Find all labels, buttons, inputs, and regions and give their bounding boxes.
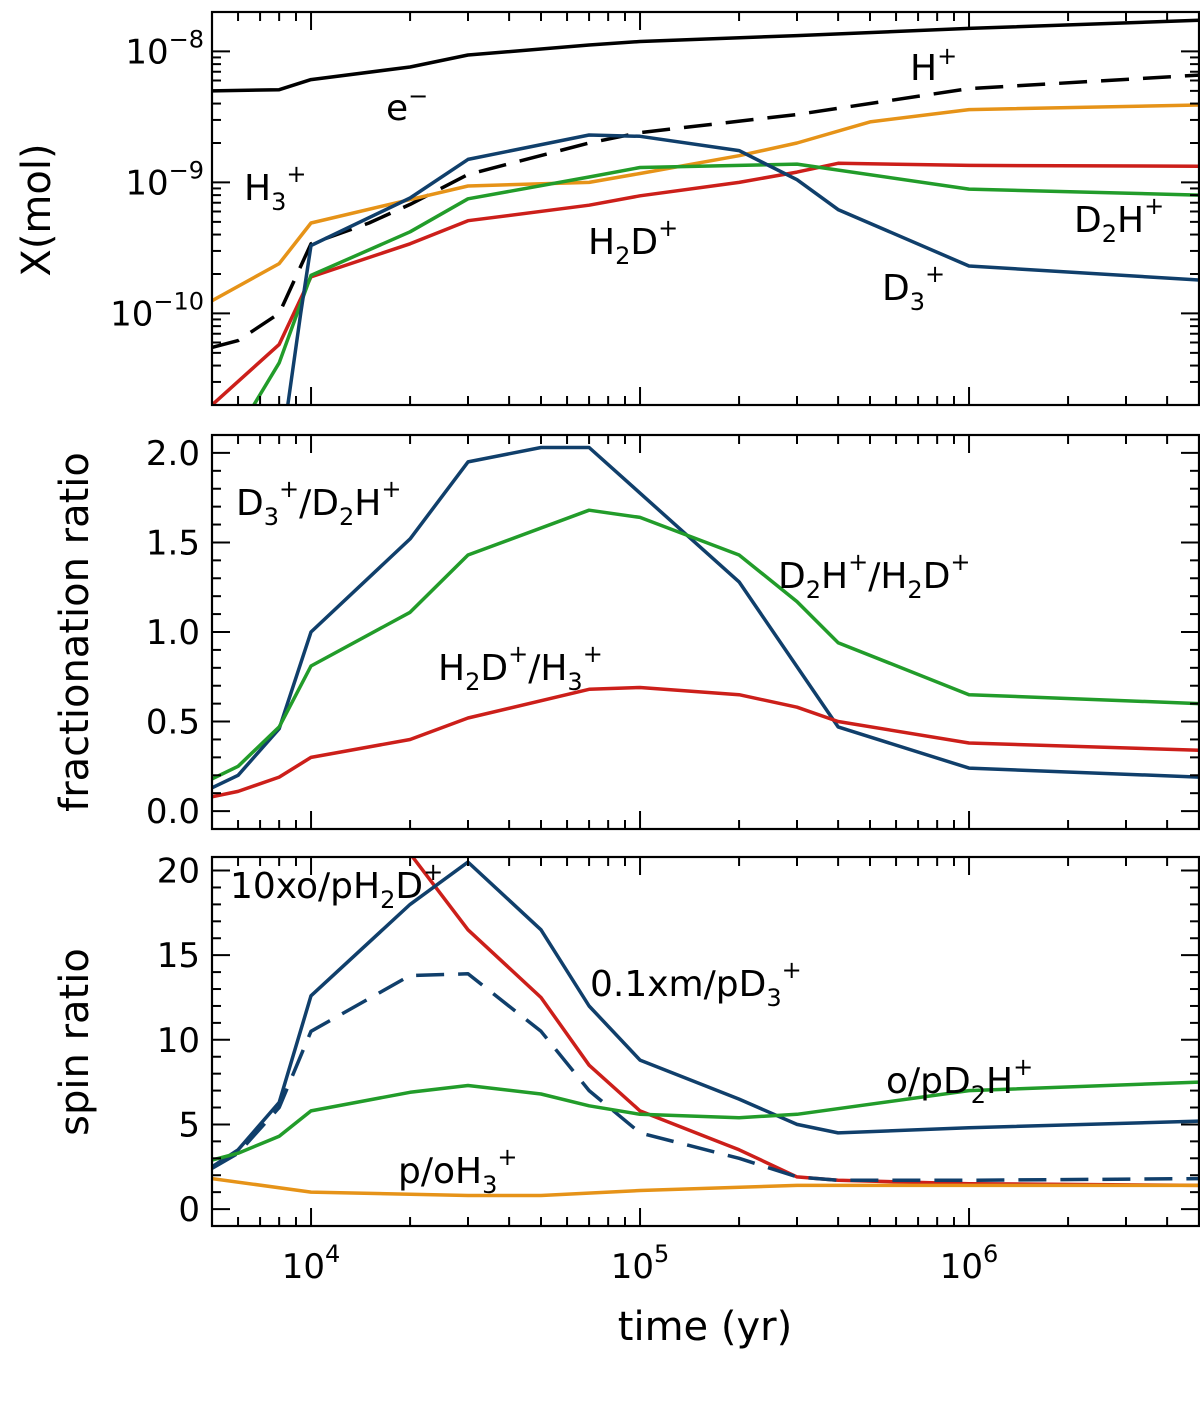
- middle-ytick-label-4: 2.0: [146, 434, 200, 474]
- annot-10xo-ph2d: 10xo/pH2D+: [230, 858, 443, 914]
- annot-01xm-pd3: 0.1xm/pD3+: [590, 956, 802, 1012]
- bottom-xtick-label-1: 105: [611, 1240, 670, 1287]
- annot-o-pd2h: o/pD2H+: [886, 1053, 1033, 1109]
- annot-p-oh3: p/oH3+: [398, 1143, 517, 1199]
- bottom-ytick-label-1: 5: [178, 1105, 200, 1145]
- bottom-frame: [210, 855, 1200, 1228]
- top-ytick-label-1: 10−9: [125, 156, 204, 203]
- annot-d2h-over-h2d: D2H+/H2D+: [778, 548, 971, 604]
- top-series-5: [286, 133, 1199, 405]
- bottom-ytick-label-4: 20: [157, 852, 200, 892]
- bottom-series-4: [212, 1176, 1199, 1198]
- panel-bottom: 0 5 10 15 20 104 105 106: [157, 852, 1200, 1287]
- ylabel-middle: fractionation ratio: [52, 452, 98, 812]
- middle-ytick-label-3: 1.5: [146, 523, 200, 563]
- middle-ytick-label-0: 0.0: [146, 792, 200, 832]
- middle-series-group: [212, 445, 1199, 799]
- ylabel-bottom: spin ratio: [52, 948, 98, 1136]
- annot-h3-plus: H3+: [244, 160, 306, 216]
- annot-h2d-over-h3: H2D+/H3+: [438, 640, 603, 696]
- bottom-series-1: [212, 860, 1199, 1169]
- annot-h-plus: H+: [910, 42, 957, 89]
- top-series-2: [212, 103, 1199, 303]
- top-series-4: [252, 162, 1199, 405]
- bottom-ytick-label-0: 0: [178, 1190, 200, 1230]
- annot-d2h-plus: D2H+: [1074, 192, 1164, 248]
- ylabel-top: X(mol): [14, 143, 60, 276]
- top-series-0: [212, 18, 1199, 93]
- top-ytick-label-2: 10−8: [125, 25, 204, 72]
- bottom-series-group: [212, 857, 1199, 1198]
- bottom-series-3: [212, 1080, 1199, 1162]
- middle-ytick-label-2: 1.0: [146, 613, 200, 653]
- annot-e-minus: e−: [386, 82, 428, 129]
- top-ytick-label-0: 10−10: [110, 287, 204, 334]
- top-series-3: [212, 161, 1199, 405]
- middle-series-1: [212, 508, 1199, 781]
- middle-ytick-label-1: 0.5: [146, 703, 200, 743]
- xlabel-bottom: time (yr): [618, 1304, 792, 1350]
- annot-h2d-plus: H2D+: [588, 214, 678, 270]
- top-series-group: [212, 18, 1199, 405]
- middle-series-2: [212, 685, 1199, 799]
- middle-series-0: [212, 445, 1199, 790]
- panel-top: 10−10 10−9 10−8: [110, 10, 1200, 407]
- bottom-xtick-label-2: 106: [940, 1240, 999, 1287]
- top-frame: [210, 10, 1200, 407]
- annot-d3-plus: D3+: [882, 260, 945, 316]
- bottom-ytick-label-2: 10: [157, 1021, 200, 1061]
- bottom-ytick-label-3: 15: [157, 936, 200, 976]
- top-series-1: [212, 73, 1199, 350]
- bottom-xtick-label-0: 104: [282, 1240, 341, 1287]
- bottom-series-2: [212, 972, 1199, 1183]
- annot-d3-over-d2h: D3+/D2H+: [236, 475, 401, 531]
- panel-middle: 0.0 0.5 1.0 1.5 2.0: [146, 433, 1200, 832]
